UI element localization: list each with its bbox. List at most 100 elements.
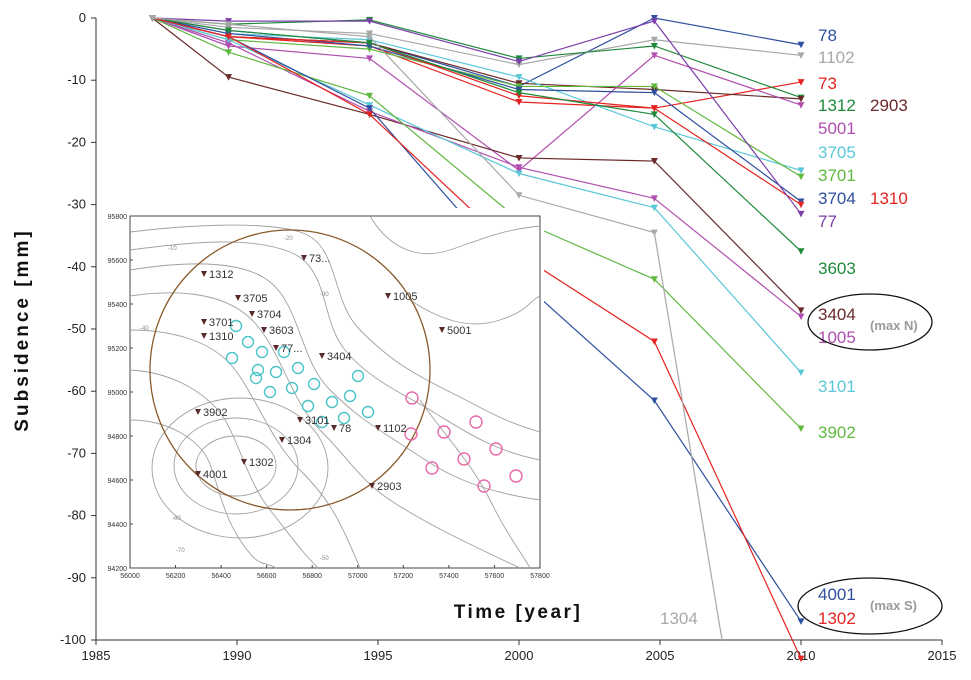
influence-circle bbox=[149, 229, 431, 511]
data-point bbox=[797, 210, 805, 218]
contour-label: -40 bbox=[140, 326, 149, 332]
series-line bbox=[152, 17, 802, 66]
inset-y-tick-label: 95000 bbox=[108, 390, 128, 397]
data-point bbox=[650, 276, 658, 283]
contour-label: -20 bbox=[284, 236, 293, 242]
benchmark-77: 77... bbox=[273, 343, 302, 355]
wells-pink bbox=[404, 391, 523, 493]
series-1310 bbox=[148, 15, 805, 209]
data-point bbox=[797, 95, 805, 103]
benchmark-marker bbox=[331, 425, 337, 431]
benchmark-1310: 1310 bbox=[201, 331, 233, 343]
benchmark-label: 73... bbox=[309, 253, 330, 265]
well-circle bbox=[469, 415, 483, 429]
inset-x-tick-label: 56000 bbox=[120, 573, 140, 580]
inset-map: -10 -20 -30 -40 -50 -60 -70 1312 73... 370… bbox=[108, 208, 580, 623]
inset-x-tick-label: 57600 bbox=[485, 573, 505, 580]
contour-label: -10 bbox=[168, 246, 177, 252]
benchmark-label: 4001 bbox=[203, 469, 227, 481]
benchmark-label: 1312 bbox=[209, 269, 233, 281]
data-point bbox=[650, 123, 658, 131]
inset-y-tick-label: 95800 bbox=[108, 214, 128, 221]
benchmark-5001: 5001 bbox=[439, 325, 471, 337]
inset-x-ticks: 56000 56200 56400 56600 56800 57000 57200 57400… bbox=[120, 565, 550, 580]
y-tick-label: 0 bbox=[79, 10, 86, 25]
inset-x-tick-label: 57000 bbox=[348, 573, 368, 580]
y-tick-label: -100 bbox=[60, 632, 86, 647]
series-line bbox=[152, 17, 802, 659]
series-3704 bbox=[148, 15, 805, 205]
data-point bbox=[515, 74, 523, 81]
well-circle bbox=[263, 385, 277, 399]
benchmark-marker bbox=[369, 483, 375, 489]
x-tick-label: 2000 bbox=[505, 648, 534, 663]
benchmark-78: 78 bbox=[331, 423, 351, 435]
well-circle bbox=[291, 361, 305, 375]
data-point bbox=[225, 27, 233, 34]
benchmark-label: 3701 bbox=[209, 317, 233, 329]
x-tick-label: 2015 bbox=[928, 648, 957, 663]
benchmark-marker bbox=[319, 353, 325, 359]
benchmark-1005: 1005 bbox=[385, 291, 417, 303]
inset-x-tick-label: 56200 bbox=[166, 573, 186, 580]
benchmark-marker bbox=[195, 471, 201, 477]
y-tick-label: -10 bbox=[67, 72, 86, 87]
benchmark-marker bbox=[249, 311, 255, 317]
benchmark-label: 3902 bbox=[203, 407, 227, 419]
data-point bbox=[515, 58, 523, 66]
series-label-1005: 1005 bbox=[818, 328, 856, 347]
data-point bbox=[650, 89, 658, 97]
data-point bbox=[515, 192, 523, 199]
benchmark-3902: 3902 bbox=[195, 407, 227, 419]
y-tick-label: -60 bbox=[67, 383, 86, 398]
series-line bbox=[152, 17, 802, 178]
x-tick-label: 1985 bbox=[82, 648, 111, 663]
data-point bbox=[366, 111, 374, 118]
data-point bbox=[366, 92, 374, 100]
well-circle bbox=[337, 411, 351, 425]
data-point bbox=[148, 15, 156, 22]
benchmark-marker bbox=[375, 425, 381, 431]
benchmark-label: 1005 bbox=[393, 291, 417, 303]
max-s-note: (max S) bbox=[870, 598, 917, 613]
data-point bbox=[515, 154, 523, 162]
well-circle bbox=[361, 405, 375, 419]
well-circle bbox=[249, 371, 263, 385]
data-point bbox=[366, 33, 374, 41]
inset-plot-area bbox=[129, 215, 541, 569]
well-circle bbox=[301, 399, 315, 413]
max-n-ellipse bbox=[807, 293, 933, 351]
benchmark-label: 3404 bbox=[327, 351, 351, 363]
series-label-73: 73 bbox=[818, 74, 837, 93]
wells-cyan bbox=[225, 319, 375, 429]
inset-y-tick-label: 94600 bbox=[108, 478, 128, 485]
contour-label: -70 bbox=[176, 548, 185, 554]
data-point bbox=[650, 397, 658, 405]
series-label-3701: 3701 bbox=[818, 166, 856, 185]
well-circle bbox=[351, 369, 365, 383]
data-point bbox=[650, 18, 658, 25]
data-point bbox=[366, 105, 374, 112]
benchmark-3704: 3704 bbox=[249, 309, 281, 321]
series-line bbox=[152, 17, 802, 215]
benchmark-3404: 3404 bbox=[319, 351, 351, 363]
well-circle bbox=[255, 345, 269, 359]
contour-label: -50 bbox=[320, 556, 329, 562]
benchmark-label: 5001 bbox=[447, 325, 471, 337]
inset-x-tick-label: 56800 bbox=[302, 573, 322, 580]
benchmark-marker bbox=[297, 417, 303, 423]
y-axis-title: Subsidence [mm] bbox=[12, 228, 33, 431]
data-point bbox=[650, 42, 658, 50]
well-circle bbox=[241, 335, 255, 349]
well-circle bbox=[404, 427, 418, 441]
data-point bbox=[650, 338, 658, 345]
series-line bbox=[152, 17, 802, 206]
data-point bbox=[225, 33, 233, 41]
benchmark-marker bbox=[201, 271, 207, 277]
series-label-3704: 3704 bbox=[818, 189, 856, 208]
inset-y-ticks: 95800 95600 95400 95200 95000 94800 94600 94400… bbox=[108, 214, 133, 573]
benchmark-label: 3603 bbox=[269, 325, 293, 337]
data-point bbox=[515, 170, 523, 177]
data-point bbox=[797, 248, 805, 255]
